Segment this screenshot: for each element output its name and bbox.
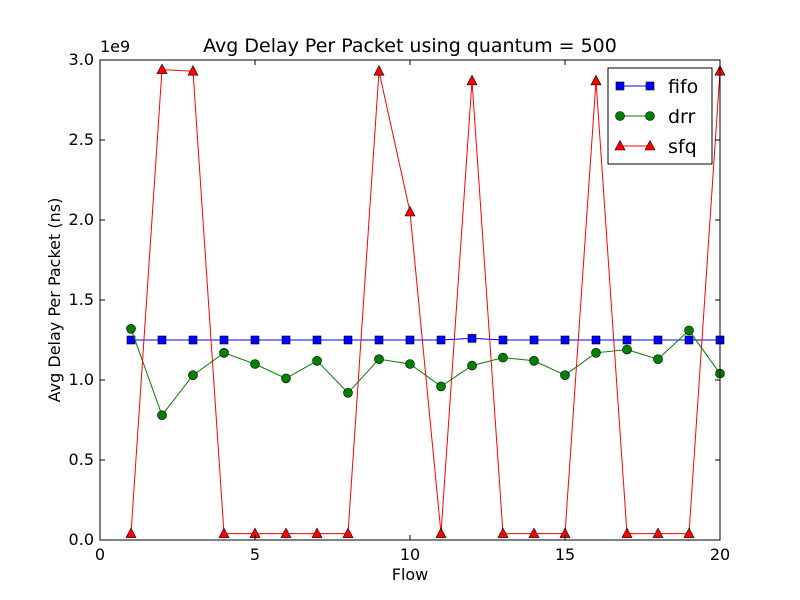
y-tick-label: 2.0 xyxy=(69,210,94,229)
data-point-drr xyxy=(250,359,260,369)
y-tick-label: 1.0 xyxy=(69,370,94,389)
legend-marker-drr xyxy=(615,111,625,121)
data-point-fifo xyxy=(467,334,477,343)
x-tick-label: 15 xyxy=(555,545,575,564)
ticks-layer: 0 5 10 15 20 0.0 0.5 1.0 1.5 2.0 2.5 3.0 xyxy=(69,50,731,564)
data-point-fifo xyxy=(622,335,632,345)
data-point-sfq xyxy=(187,65,199,76)
legend-marker-sfq xyxy=(644,139,656,151)
legend-marker-sfq xyxy=(614,139,626,151)
data-point-fifo xyxy=(498,335,508,345)
data-point-drr xyxy=(467,360,477,371)
series-line-sfq xyxy=(130,69,721,535)
legend-item-fifo: fifo xyxy=(615,76,698,98)
data-point-sfq xyxy=(590,74,602,86)
y-offset-label: 1e9 xyxy=(100,37,130,56)
data-point-sfq xyxy=(435,527,447,538)
legend-item-sfq: sfq xyxy=(614,136,697,158)
series-line-fifo xyxy=(131,337,720,341)
data-point-drr xyxy=(343,387,353,398)
data-point-sfq xyxy=(342,527,354,538)
data-point-sfq xyxy=(497,527,509,538)
series-sfq xyxy=(125,63,726,538)
data-point-drr xyxy=(281,373,291,384)
data-point-drr xyxy=(622,344,632,355)
data-point-drr xyxy=(188,370,198,381)
data-point-drr xyxy=(126,323,136,334)
data-point-drr xyxy=(684,325,694,336)
data-point-drr xyxy=(374,354,384,365)
y-tick-label: 3.0 xyxy=(69,50,94,69)
x-axis-label: Flow xyxy=(392,565,429,584)
data-point-drr xyxy=(157,410,167,421)
legend-label-sfq: sfq xyxy=(668,136,697,158)
data-point-fifo xyxy=(560,335,570,345)
data-point-fifo xyxy=(312,335,322,345)
y-tick-label: 0.0 xyxy=(69,530,94,549)
data-point-sfq xyxy=(218,527,230,538)
data-point-fifo xyxy=(591,335,601,345)
data-point-sfq xyxy=(404,205,416,217)
data-point-sfq xyxy=(466,74,478,86)
x-tick-label: 0 xyxy=(95,545,105,564)
y-tick-label: 0.5 xyxy=(69,450,94,469)
data-point-fifo xyxy=(405,335,415,345)
data-point-drr xyxy=(436,381,446,392)
data-point-fifo xyxy=(653,335,663,345)
legend: fifo drr sfq xyxy=(607,67,713,165)
data-point-drr xyxy=(653,354,663,365)
y-axis-label: Avg Delay Per Packet (ns) xyxy=(45,198,64,403)
data-point-fifo xyxy=(343,335,353,345)
data-point-fifo xyxy=(529,335,539,345)
data-point-drr xyxy=(405,359,415,369)
data-point-sfq xyxy=(621,527,633,538)
legend-marker-fifo xyxy=(645,81,655,91)
data-point-fifo xyxy=(250,335,260,345)
data-point-drr xyxy=(529,355,539,366)
data-point-sfq xyxy=(280,527,292,538)
legend-marker-drr xyxy=(645,111,655,121)
data-point-drr xyxy=(498,352,508,363)
data-point-fifo xyxy=(281,335,291,345)
y-tick-label: 2.5 xyxy=(69,130,94,149)
y-tick-label: 1.5 xyxy=(69,290,94,309)
data-point-fifo xyxy=(684,335,694,345)
plot-area xyxy=(125,63,726,538)
data-point-sfq xyxy=(125,527,137,538)
data-point-sfq xyxy=(683,527,695,538)
data-point-drr xyxy=(219,347,229,358)
data-point-sfq xyxy=(652,527,664,538)
data-point-sfq xyxy=(156,63,168,74)
chart-title: Avg Delay Per Packet using quantum = 500 xyxy=(203,35,617,57)
legend-marker-fifo xyxy=(615,81,625,91)
legend-label-fifo: fifo xyxy=(668,76,698,98)
legend-entries: fifo drr sfq xyxy=(614,76,698,158)
data-point-sfq xyxy=(311,527,323,538)
data-point-fifo xyxy=(374,335,384,345)
data-point-sfq xyxy=(373,65,385,76)
data-point-drr xyxy=(312,355,322,366)
data-point-fifo xyxy=(157,335,167,345)
x-tick-label: 5 xyxy=(250,545,260,564)
x-tick-label: 10 xyxy=(400,545,420,564)
data-point-fifo xyxy=(219,335,229,345)
x-tick-label: 20 xyxy=(710,545,730,564)
data-point-drr xyxy=(560,370,570,381)
series-fifo xyxy=(126,334,725,345)
data-point-fifo xyxy=(436,335,446,345)
legend-item-drr: drr xyxy=(615,106,696,128)
data-point-sfq xyxy=(528,527,540,538)
series-layer xyxy=(125,63,726,538)
legend-label-drr: drr xyxy=(668,106,696,128)
data-point-drr xyxy=(591,347,601,358)
data-point-fifo xyxy=(188,335,198,345)
